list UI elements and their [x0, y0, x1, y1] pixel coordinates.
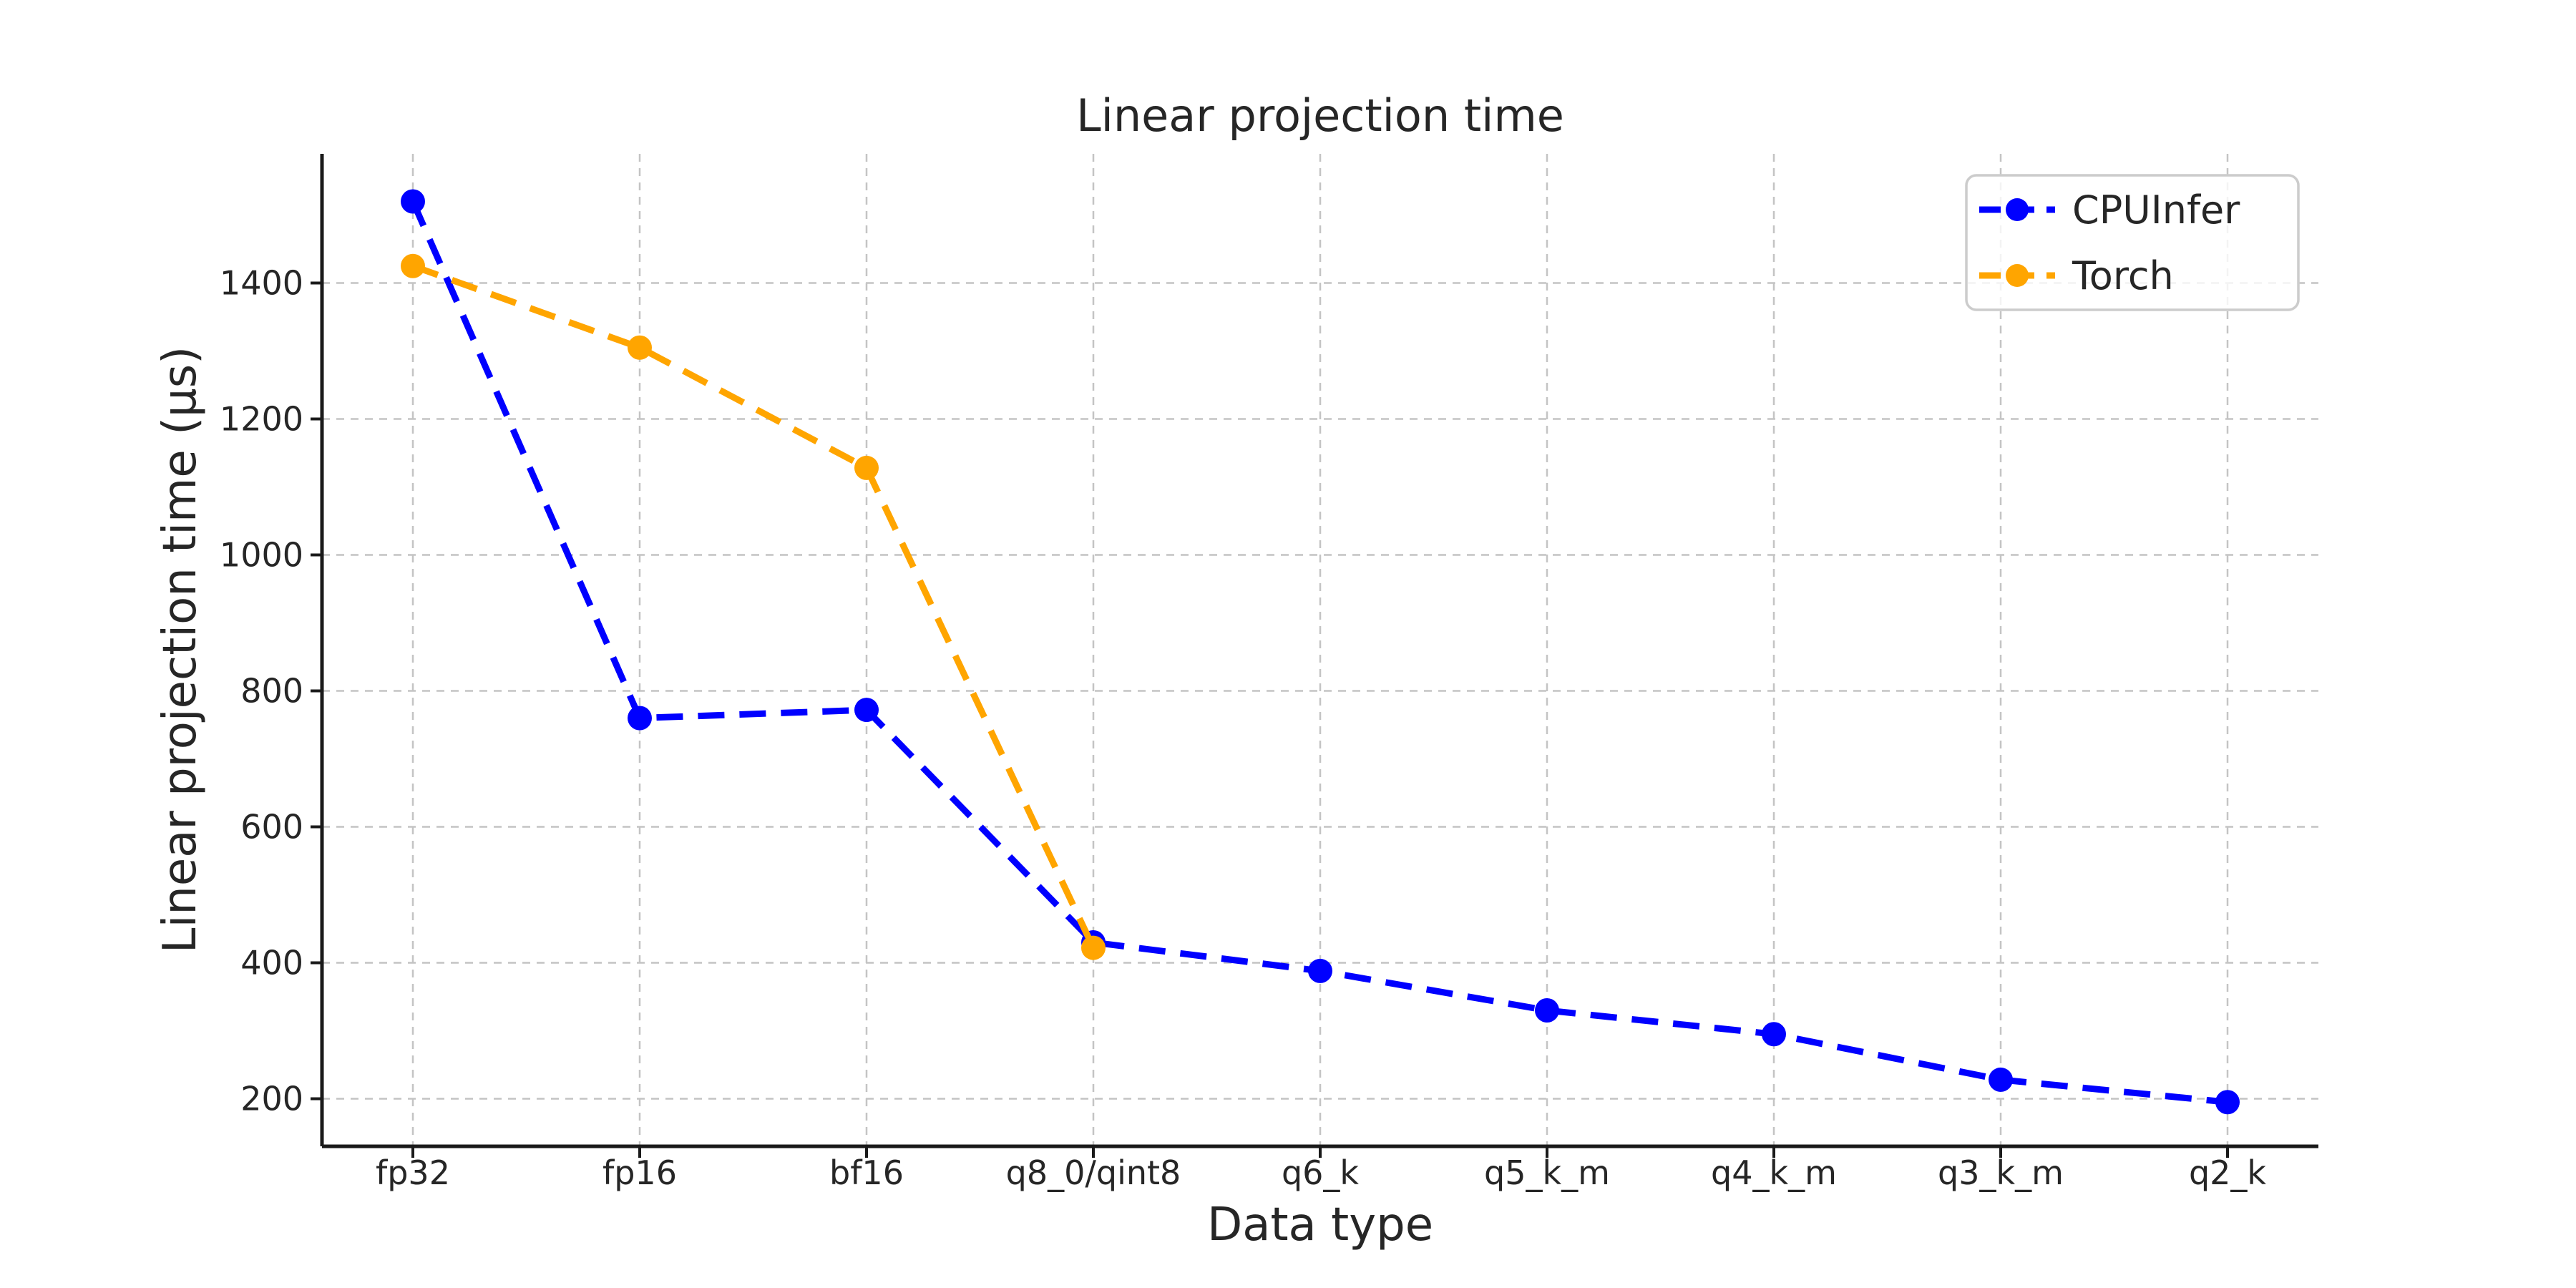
x-tick-label: q3_k_m — [1938, 1153, 2064, 1192]
data-point-cpuinfer — [1762, 1022, 1786, 1047]
legend-marker-icon — [2006, 264, 2029, 287]
data-point-cpuinfer — [2215, 1090, 2240, 1115]
chart-title: Linear projection time — [1076, 89, 1564, 142]
y-tick-label: 400 — [240, 944, 303, 982]
x-tick-label: q5_k_m — [1484, 1153, 1610, 1192]
y-tick-label: 1000 — [220, 536, 303, 575]
data-point-torch — [854, 455, 879, 480]
data-point-torch — [1081, 935, 1106, 960]
series-layer — [401, 189, 2240, 1115]
y-tick-label: 200 — [240, 1080, 303, 1118]
legend-label: CPUInfer — [2072, 187, 2240, 233]
y-tick-label: 800 — [240, 672, 303, 711]
data-point-cpuinfer — [1989, 1067, 2013, 1092]
x-axis-label: Data type — [1207, 1199, 1433, 1252]
x-tick-label: q8_0/qint8 — [1006, 1153, 1181, 1192]
x-tick-label: q4_k_m — [1711, 1153, 1837, 1192]
data-point-torch — [401, 253, 425, 278]
axes-layer: 200 400 600 800 1000 1200 1400 fp32 fp16 bf16 q8_0… — [220, 154, 2318, 1192]
x-tick-label: q6_k — [1282, 1153, 1359, 1192]
data-point-torch — [628, 335, 652, 360]
x-tick-label: fp32 — [376, 1153, 450, 1192]
data-point-cpuinfer — [628, 706, 652, 731]
legend: CPUInfer Torch — [1965, 174, 2300, 311]
x-tick-label: bf16 — [829, 1153, 904, 1192]
data-point-cpuinfer — [1308, 958, 1332, 983]
data-point-cpuinfer — [1535, 998, 1559, 1023]
y-tick-label: 1200 — [220, 400, 303, 439]
legend-label: Torch — [2072, 253, 2174, 298]
y-tick-label: 1400 — [220, 264, 303, 303]
y-tick-label: 600 — [240, 808, 303, 847]
x-tick-label: fp16 — [602, 1153, 677, 1192]
series-line-torch — [411, 263, 1097, 950]
legend-marker-icon — [2006, 198, 2029, 221]
data-point-cpuinfer — [854, 698, 879, 723]
x-tick-label: q2_k — [2189, 1153, 2266, 1192]
data-point-cpuinfer — [401, 189, 425, 214]
y-axis-label: Linear projection time (μs) — [154, 346, 207, 953]
